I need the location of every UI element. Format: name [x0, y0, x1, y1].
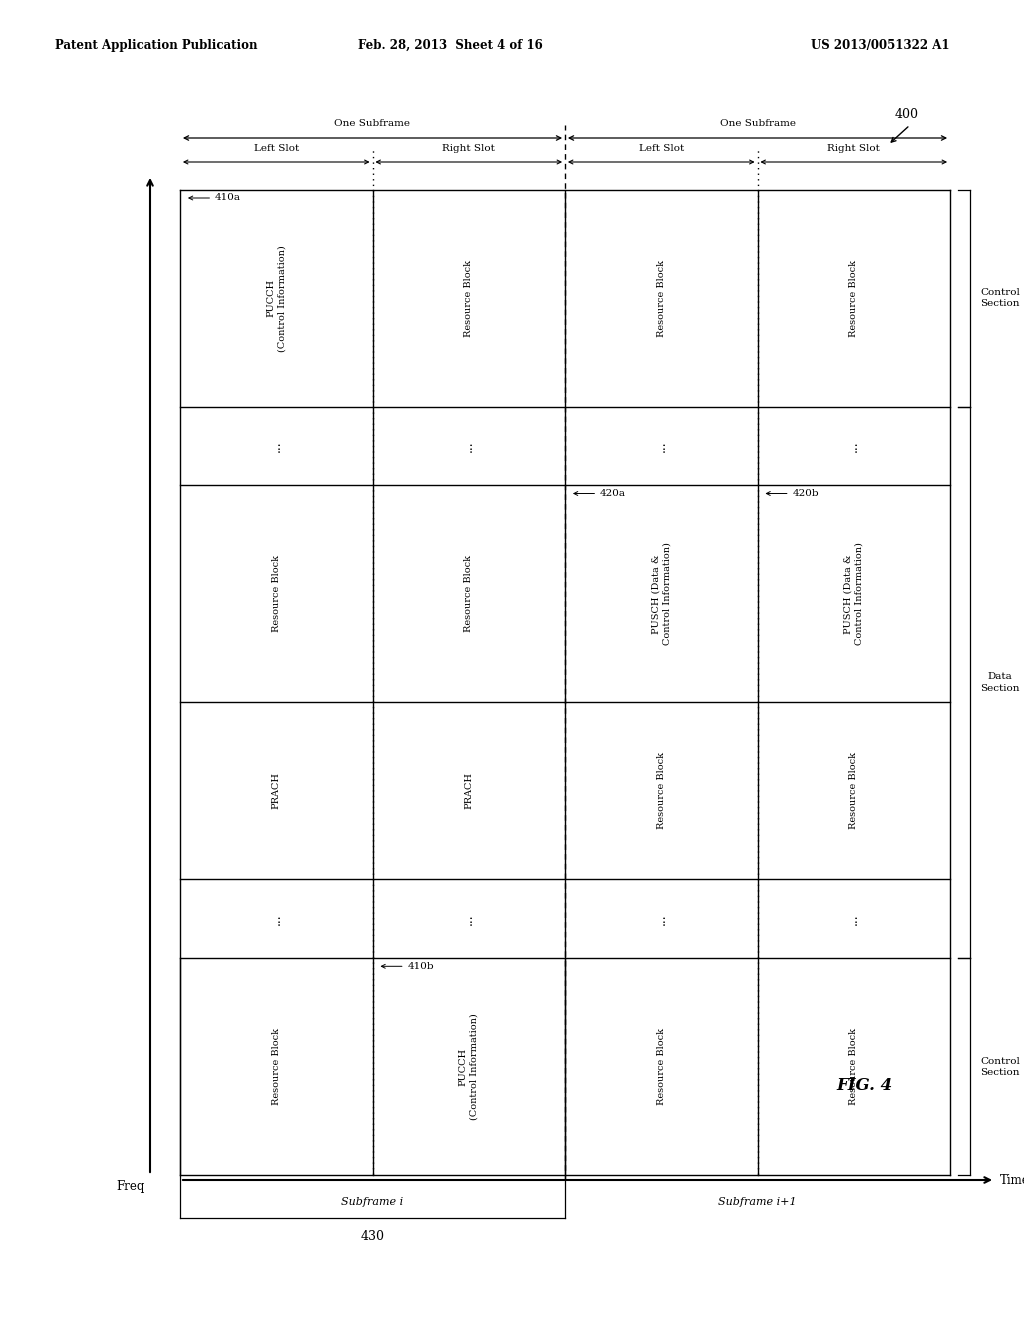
- Text: Resource Block: Resource Block: [464, 556, 473, 632]
- Text: Left Slot: Left Slot: [639, 144, 684, 153]
- Text: Resource Block: Resource Block: [656, 752, 666, 829]
- Text: ...: ...: [654, 913, 668, 925]
- Text: Resource Block: Resource Block: [656, 260, 666, 337]
- Text: Subframe i+1: Subframe i+1: [718, 1197, 797, 1206]
- Text: ...: ...: [269, 441, 283, 451]
- Text: ...: ...: [847, 441, 860, 451]
- Text: 430: 430: [360, 1230, 384, 1243]
- Text: Freq: Freq: [117, 1180, 145, 1193]
- Text: Resource Block: Resource Block: [849, 752, 858, 829]
- Text: Data
Section: Data Section: [980, 672, 1020, 693]
- Text: Right Slot: Right Slot: [442, 144, 496, 153]
- Text: PUSCH (Data &
Control Information): PUSCH (Data & Control Information): [651, 543, 672, 645]
- Text: PRACH: PRACH: [271, 772, 281, 809]
- Text: Resource Block: Resource Block: [656, 1028, 666, 1105]
- Text: Patent Application Publication: Patent Application Publication: [55, 38, 257, 51]
- Text: ...: ...: [654, 441, 668, 451]
- Text: Resource Block: Resource Block: [271, 556, 281, 632]
- Text: PUSCH (Data &
Control Information): PUSCH (Data & Control Information): [844, 543, 864, 645]
- Text: 400: 400: [895, 108, 919, 121]
- Text: Feb. 28, 2013  Sheet 4 of 16: Feb. 28, 2013 Sheet 4 of 16: [357, 38, 543, 51]
- Text: 420b: 420b: [766, 488, 819, 498]
- Text: Time: Time: [1000, 1173, 1024, 1187]
- Text: ...: ...: [462, 913, 475, 925]
- Text: One Subframe: One Subframe: [720, 119, 796, 128]
- Text: 410b: 410b: [381, 962, 434, 970]
- Text: ...: ...: [269, 913, 283, 925]
- Text: FIG. 4: FIG. 4: [837, 1077, 893, 1093]
- Text: Resource Block: Resource Block: [849, 260, 858, 337]
- Text: PUCCH
(Control Information): PUCCH (Control Information): [459, 1014, 479, 1121]
- Text: Resource Block: Resource Block: [464, 260, 473, 337]
- Text: ...: ...: [462, 441, 475, 451]
- Text: Right Slot: Right Slot: [827, 144, 881, 153]
- Text: Subframe i: Subframe i: [341, 1197, 403, 1206]
- Text: 420a: 420a: [573, 488, 626, 498]
- Text: Control
Section: Control Section: [980, 1056, 1020, 1077]
- Text: One Subframe: One Subframe: [335, 119, 411, 128]
- Text: 410a: 410a: [188, 194, 241, 202]
- Text: PUCCH
(Control Information): PUCCH (Control Information): [266, 246, 287, 351]
- Text: Resource Block: Resource Block: [271, 1028, 281, 1105]
- Text: Control
Section: Control Section: [980, 288, 1020, 309]
- Text: ...: ...: [847, 913, 860, 925]
- Text: US 2013/0051322 A1: US 2013/0051322 A1: [811, 38, 949, 51]
- Text: Resource Block: Resource Block: [849, 1028, 858, 1105]
- Text: Left Slot: Left Slot: [254, 144, 299, 153]
- Text: PRACH: PRACH: [464, 772, 473, 809]
